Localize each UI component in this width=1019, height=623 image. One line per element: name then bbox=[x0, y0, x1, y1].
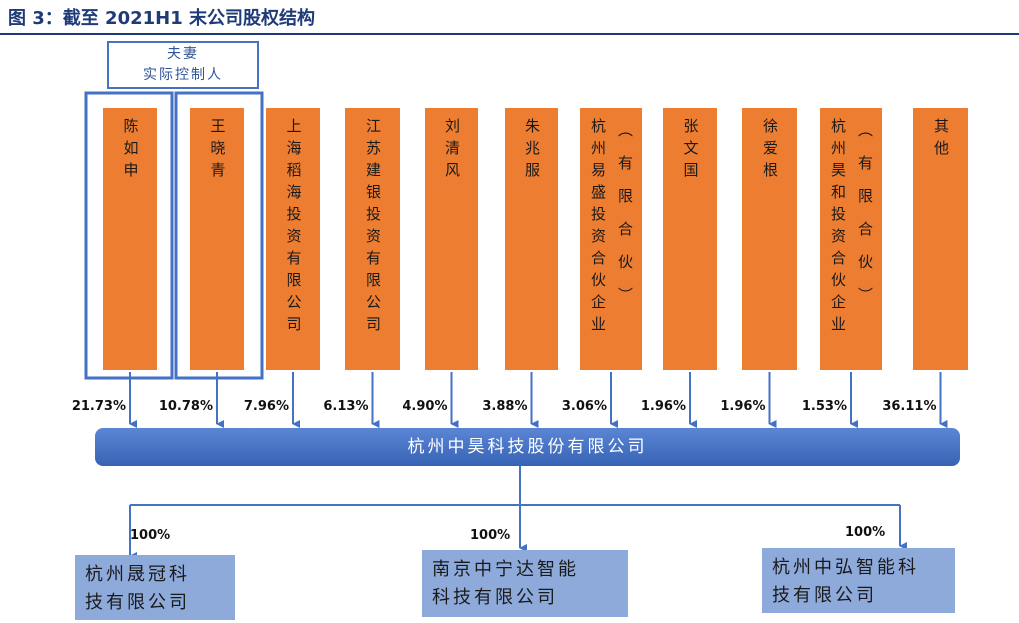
company-name: 杭州中昊科技股份有限公司 bbox=[407, 437, 648, 457]
title-rule bbox=[0, 33, 1019, 35]
shareholder-box: 其他 bbox=[913, 108, 968, 370]
shareholder-box: 江苏建银投资有限公司 bbox=[345, 108, 400, 370]
shareholder-name: 杭州易盛投资合伙企业 bbox=[589, 118, 607, 338]
subsidiary-name: 杭州中弘智能科 bbox=[772, 557, 919, 578]
share-label: 36.11% bbox=[882, 399, 937, 414]
share-label: 4.90% bbox=[402, 399, 448, 414]
share-label: 1.96% bbox=[640, 399, 686, 414]
shareholder-name: 张文国 bbox=[681, 118, 700, 184]
shareholder-name: （有限合伙） bbox=[856, 122, 874, 320]
shareholder-name: 陈如申 bbox=[121, 118, 140, 184]
share-label: 6.13% bbox=[323, 399, 369, 414]
group-label: 夫妻 实际控制人 bbox=[108, 44, 258, 86]
subsidiary-name: 科技有限公司 bbox=[432, 587, 558, 608]
controller-frame bbox=[174, 91, 264, 380]
subsidiary-share: 100% bbox=[845, 525, 886, 540]
share-label: 3.88% bbox=[482, 399, 528, 414]
group-label-line: 实际控制人 bbox=[143, 67, 223, 83]
shareholder-name: 江苏建银投资有限公司 bbox=[364, 118, 382, 338]
shareholder-box: 徐爱根 bbox=[742, 108, 797, 370]
subsidiary-lines bbox=[129, 466, 907, 560]
shareholder-box: 陈如申 bbox=[103, 108, 157, 370]
subsidiary-box: 南京中宁达智能 科技有限公司 bbox=[422, 550, 628, 617]
subsidiary-share: 100% bbox=[130, 528, 171, 543]
shareholder-box: 杭州易盛投资合伙企业 （有限合伙） bbox=[580, 108, 642, 370]
shareholder-name: 徐爱根 bbox=[761, 118, 779, 184]
shareholder-box: 上海稻海投资有限公司 bbox=[266, 108, 320, 370]
shareholder-name: 王晓青 bbox=[208, 118, 227, 184]
subsidiary-name: 技有限公司 bbox=[85, 592, 190, 613]
subsidiary-box: 杭州中弘智能科 技有限公司 bbox=[762, 548, 955, 613]
subsidiary-share: 100% bbox=[470, 528, 511, 543]
company-bar bbox=[95, 428, 960, 466]
subsidiary-name: 南京中宁达智能 bbox=[432, 559, 579, 580]
shareholder-box: 杭州昊和投资合伙企业 （有限合伙） bbox=[820, 108, 882, 370]
shareholder-name: 上海稻海投资有限公司 bbox=[284, 118, 303, 338]
shareholder-name: 朱兆服 bbox=[523, 118, 541, 184]
shareholder-name: 杭州昊和投资合伙企业 bbox=[829, 118, 847, 338]
shareholder-box: 王晓青 bbox=[190, 108, 244, 370]
shareholder-name: 刘清风 bbox=[443, 118, 461, 184]
group-label-line: 夫妻 bbox=[167, 46, 199, 62]
share-label: 1.53% bbox=[801, 399, 847, 414]
share-label: 7.96% bbox=[243, 399, 289, 414]
shareholder-box: 张文国 bbox=[663, 108, 717, 370]
share-label: 1.96% bbox=[720, 399, 766, 414]
subsidiary-box: 杭州晟冠科技有限公司 bbox=[75, 555, 235, 620]
shareholder-box: 刘清风 bbox=[425, 108, 478, 370]
group-box bbox=[107, 41, 259, 89]
shareholder-name: 其他 bbox=[932, 118, 950, 162]
share-label: 21.73% bbox=[71, 399, 126, 414]
share-label: 10.78% bbox=[158, 399, 213, 414]
share-label: 3.06% bbox=[561, 399, 607, 414]
subsidiary-name: 杭州晟冠科 bbox=[85, 564, 190, 585]
shareholder-box: 朱兆服 bbox=[505, 108, 558, 370]
subsidiary-name: 技有限公司 bbox=[772, 585, 877, 606]
title: 图 3：截至 2021H1 末公司股权结构 bbox=[8, 8, 316, 29]
shareholder-name: （有限合伙） bbox=[616, 122, 634, 320]
